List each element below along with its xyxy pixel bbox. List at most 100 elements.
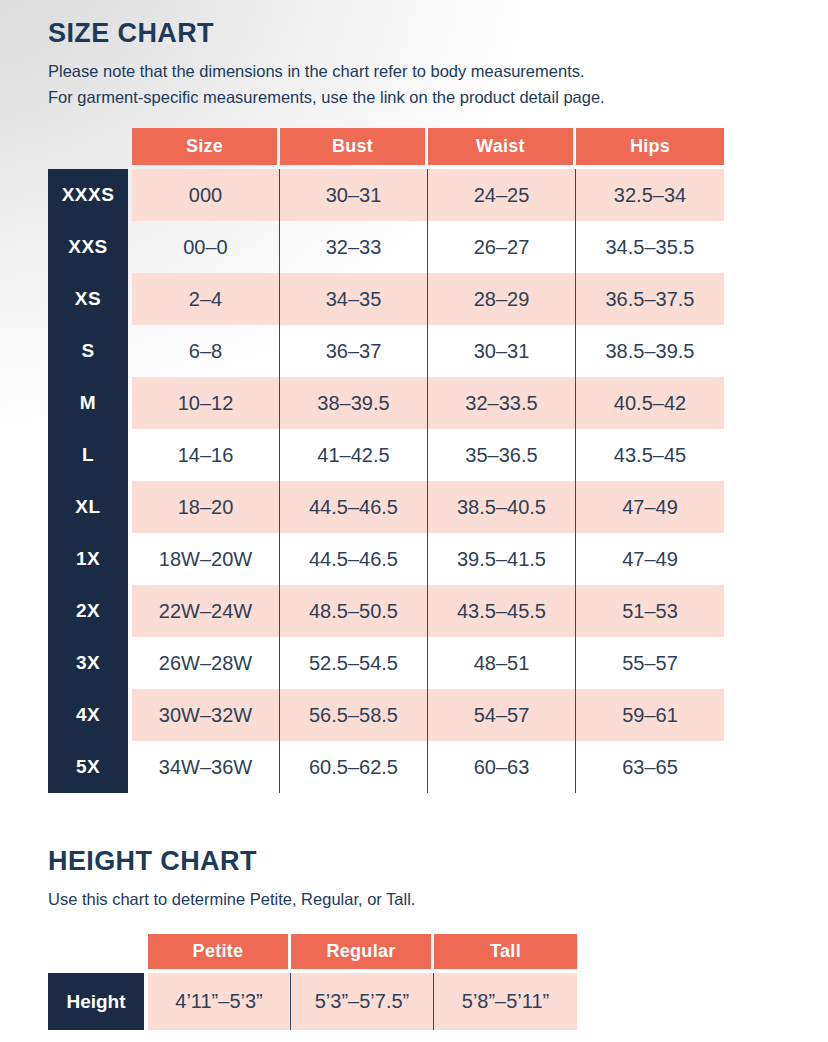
hips-cell: 32.5–34 bbox=[576, 169, 724, 221]
column-header-regular: Regular bbox=[291, 934, 434, 969]
row-label-xl: XL bbox=[48, 481, 128, 533]
hips-cell: 38.5–39.5 bbox=[576, 325, 724, 377]
row-label-l: L bbox=[48, 429, 128, 481]
height-table: Petite Regular Tall Height 4’11”–5’3” 5’… bbox=[48, 934, 577, 1030]
size-cell: 2–4 bbox=[132, 273, 280, 325]
hips-cell: 34.5–35.5 bbox=[576, 221, 724, 273]
table-row: 18W–20W 44.5–46.5 39.5–41.5 47–49 bbox=[132, 533, 724, 585]
hips-cell: 51–53 bbox=[576, 585, 724, 637]
waist-cell: 35–36.5 bbox=[428, 429, 576, 481]
size-cell: 30W–32W bbox=[132, 689, 280, 741]
row-label-m: M bbox=[48, 377, 128, 429]
table-row: 4’11”–5’3” 5’3”–5’7.5” 5’8”–5’11” bbox=[148, 973, 577, 1030]
table-row: 30W–32W 56.5–58.5 54–57 59–61 bbox=[132, 689, 724, 741]
bust-cell: 56.5–58.5 bbox=[280, 689, 428, 741]
row-label-2x: 2X bbox=[48, 585, 128, 637]
size-chart-section-header: SIZE CHART Please note that the dimensio… bbox=[48, 18, 605, 110]
waist-cell: 38.5–40.5 bbox=[428, 481, 576, 533]
table-row: 34W–36W 60.5–62.5 60–63 63–65 bbox=[132, 741, 724, 793]
size-cell: 10–12 bbox=[132, 377, 280, 429]
row-label-5x: 5X bbox=[48, 741, 128, 793]
height-table-header-row: Petite Regular Tall bbox=[148, 934, 577, 969]
size-chart-title: SIZE CHART bbox=[48, 18, 605, 49]
waist-cell: 48–51 bbox=[428, 637, 576, 689]
table-row: 6–8 36–37 30–31 38.5–39.5 bbox=[132, 325, 724, 377]
table-row: 18–20 44.5–46.5 38.5–40.5 47–49 bbox=[132, 481, 724, 533]
size-cell: 000 bbox=[132, 169, 280, 221]
waist-cell: 26–27 bbox=[428, 221, 576, 273]
bust-cell: 38–39.5 bbox=[280, 377, 428, 429]
size-chart-note: Please note that the dimensions in the c… bbox=[48, 58, 605, 110]
tall-height-cell: 5’8”–5’11” bbox=[434, 973, 577, 1030]
bust-cell: 32–33 bbox=[280, 221, 428, 273]
table-row: 26W–28W 52.5–54.5 48–51 55–57 bbox=[132, 637, 724, 689]
table-row: 00–0 32–33 26–27 34.5–35.5 bbox=[132, 221, 724, 273]
size-cell: 18–20 bbox=[132, 481, 280, 533]
waist-cell: 60–63 bbox=[428, 741, 576, 793]
waist-cell: 30–31 bbox=[428, 325, 576, 377]
size-cell: 26W–28W bbox=[132, 637, 280, 689]
column-header-hips: Hips bbox=[576, 128, 724, 165]
hips-cell: 43.5–45 bbox=[576, 429, 724, 481]
row-label-s: S bbox=[48, 325, 128, 377]
size-cell: 6–8 bbox=[132, 325, 280, 377]
regular-height-cell: 5’3”–5’7.5” bbox=[291, 973, 434, 1030]
hips-cell: 40.5–42 bbox=[576, 377, 724, 429]
hips-cell: 63–65 bbox=[576, 741, 724, 793]
waist-cell: 28–29 bbox=[428, 273, 576, 325]
hips-cell: 59–61 bbox=[576, 689, 724, 741]
waist-cell: 43.5–45.5 bbox=[428, 585, 576, 637]
column-header-petite: Petite bbox=[148, 934, 291, 969]
bust-cell: 30–31 bbox=[280, 169, 428, 221]
row-label-height: Height bbox=[48, 973, 144, 1030]
table-row: 22W–24W 48.5–50.5 43.5–45.5 51–53 bbox=[132, 585, 724, 637]
row-label-4x: 4X bbox=[48, 689, 128, 741]
column-header-size: Size bbox=[132, 128, 280, 165]
waist-cell: 54–57 bbox=[428, 689, 576, 741]
height-chart-title: HEIGHT CHART bbox=[48, 846, 415, 877]
table-row: 10–12 38–39.5 32–33.5 40.5–42 bbox=[132, 377, 724, 429]
bust-cell: 52.5–54.5 bbox=[280, 637, 428, 689]
size-cell: 22W–24W bbox=[132, 585, 280, 637]
size-table-header-row: Size Bust Waist Hips bbox=[132, 128, 724, 165]
row-label-xs: XS bbox=[48, 273, 128, 325]
row-label-xxxs: XXXS bbox=[48, 169, 128, 221]
waist-cell: 24–25 bbox=[428, 169, 576, 221]
size-cell: 00–0 bbox=[132, 221, 280, 273]
table-row: 2–4 34–35 28–29 36.5–37.5 bbox=[132, 273, 724, 325]
size-cell: 14–16 bbox=[132, 429, 280, 481]
size-chart-note-line1: Please note that the dimensions in the c… bbox=[48, 58, 605, 84]
hips-cell: 55–57 bbox=[576, 637, 724, 689]
size-data-rows: 000 30–31 24–25 32.5–34 00–0 32–33 26–27… bbox=[132, 169, 724, 793]
petite-height-cell: 4’11”–5’3” bbox=[148, 973, 291, 1030]
height-table-body: Height 4’11”–5’3” 5’3”–5’7.5” 5’8”–5’11” bbox=[48, 973, 577, 1030]
hips-cell: 47–49 bbox=[576, 481, 724, 533]
bust-cell: 44.5–46.5 bbox=[280, 533, 428, 585]
size-table: Size Bust Waist Hips XXXS XXS XS S M L X… bbox=[48, 128, 724, 793]
column-header-bust: Bust bbox=[280, 128, 428, 165]
hips-cell: 47–49 bbox=[576, 533, 724, 585]
waist-cell: 32–33.5 bbox=[428, 377, 576, 429]
bust-cell: 36–37 bbox=[280, 325, 428, 377]
table-row: 000 30–31 24–25 32.5–34 bbox=[132, 169, 724, 221]
row-label-1x: 1X bbox=[48, 533, 128, 585]
bust-cell: 60.5–62.5 bbox=[280, 741, 428, 793]
row-label-xxs: XXS bbox=[48, 221, 128, 273]
size-table-body: XXXS XXS XS S M L XL 1X 2X 3X 4X 5X 000 … bbox=[48, 169, 724, 793]
bust-cell: 44.5–46.5 bbox=[280, 481, 428, 533]
size-cell: 18W–20W bbox=[132, 533, 280, 585]
hips-cell: 36.5–37.5 bbox=[576, 273, 724, 325]
column-header-tall: Tall bbox=[434, 934, 577, 969]
waist-cell: 39.5–41.5 bbox=[428, 533, 576, 585]
bust-cell: 34–35 bbox=[280, 273, 428, 325]
size-label-column: XXXS XXS XS S M L XL 1X 2X 3X 4X 5X bbox=[48, 169, 128, 793]
table-row: 14–16 41–42.5 35–36.5 43.5–45 bbox=[132, 429, 724, 481]
height-chart-section-header: HEIGHT CHART Use this chart to determine… bbox=[48, 846, 415, 912]
size-chart-page: SIZE CHART Please note that the dimensio… bbox=[0, 0, 828, 1042]
height-chart-note: Use this chart to determine Petite, Regu… bbox=[48, 886, 415, 912]
bust-cell: 48.5–50.5 bbox=[280, 585, 428, 637]
bust-cell: 41–42.5 bbox=[280, 429, 428, 481]
column-header-waist: Waist bbox=[428, 128, 576, 165]
size-chart-note-line2: For garment-specific measurements, use t… bbox=[48, 84, 605, 110]
size-cell: 34W–36W bbox=[132, 741, 280, 793]
